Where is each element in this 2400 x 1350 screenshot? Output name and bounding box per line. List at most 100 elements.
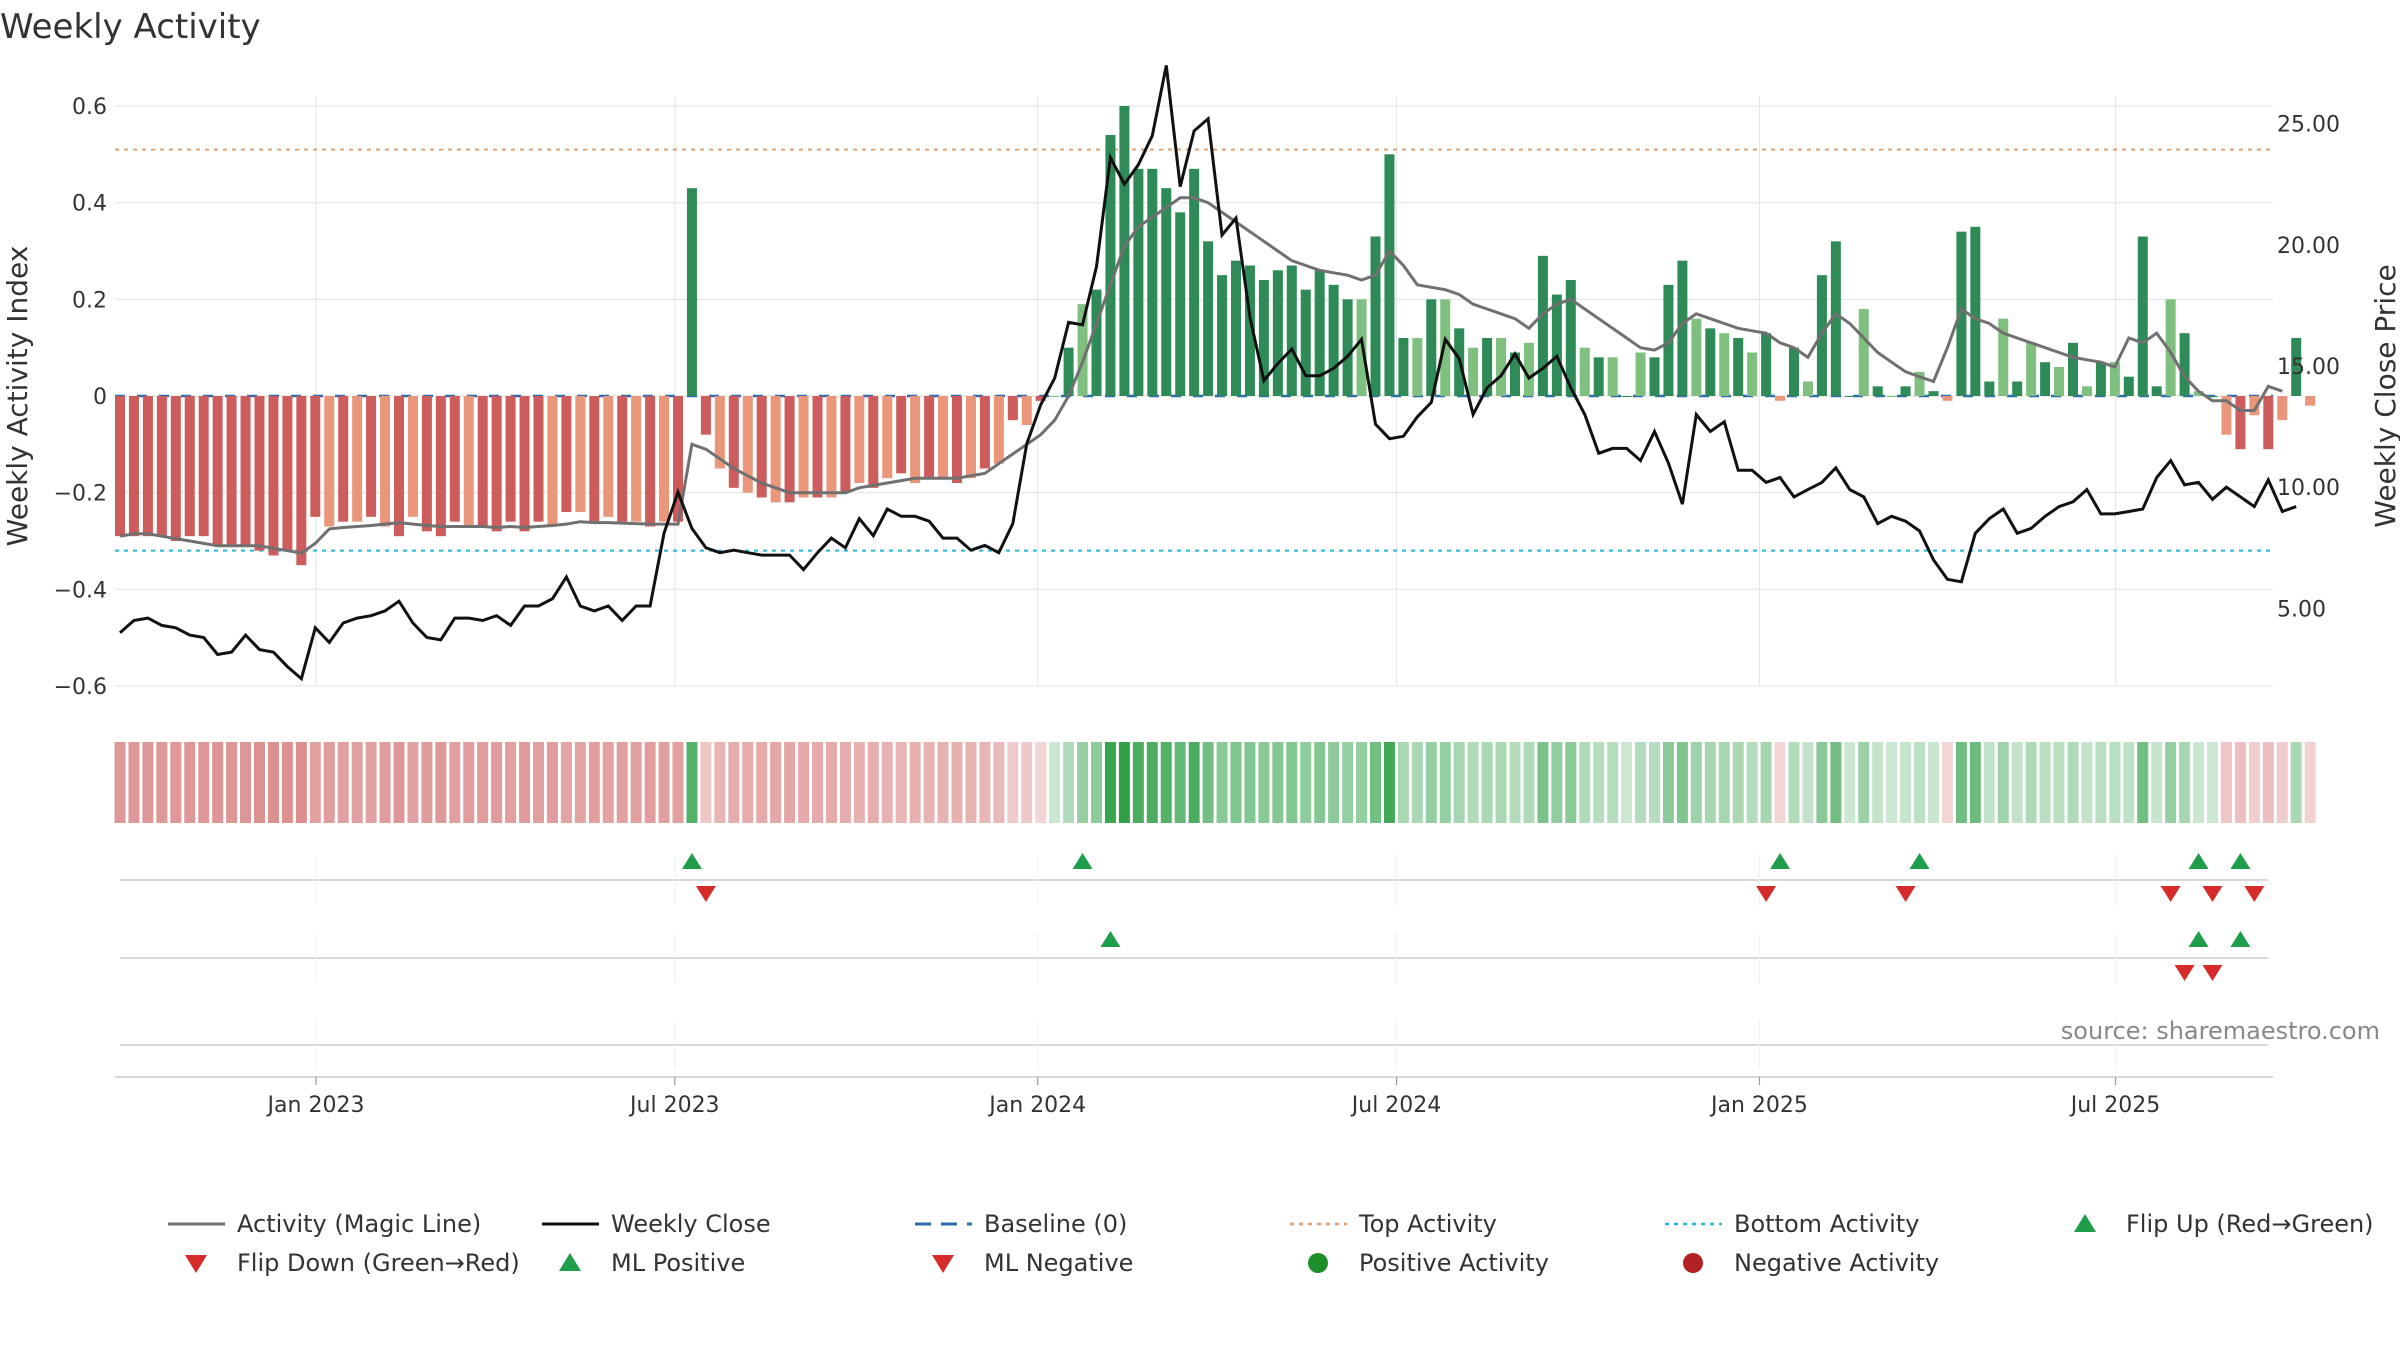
legend-swatch <box>932 1255 954 1273</box>
activity-bar <box>1691 318 1702 396</box>
ml-positive-marker <box>2188 931 2209 947</box>
ml-positive-marker <box>1100 931 1121 947</box>
activity-strip-cell <box>1035 742 1047 823</box>
activity-bar <box>784 396 795 503</box>
activity-bar <box>310 396 321 517</box>
activity-strip-cell <box>1983 742 1995 823</box>
activity-bar <box>1286 265 1297 396</box>
activity-bar <box>352 396 363 522</box>
y-left-tick-label: 0.4 <box>72 192 107 217</box>
activity-strip-cell <box>728 742 740 823</box>
activity-strip-cell <box>993 742 1005 823</box>
legend-item: Negative Activity <box>1683 1249 1939 1277</box>
legend-item: Flip Down (Green→Red) <box>185 1249 520 1277</box>
activity-bar <box>1426 299 1437 396</box>
activity-strip-cell <box>574 742 586 823</box>
activity-bar <box>212 396 223 546</box>
legend-label: Flip Up (Red→Green) <box>2126 1210 2374 1238</box>
activity-bar <box>1091 289 1102 396</box>
activity-strip-cell <box>1607 742 1619 823</box>
activity-strip-cell <box>491 742 503 823</box>
activity-strip-cell <box>1160 742 1172 823</box>
activity-strip-cell <box>867 742 879 823</box>
activity-bar <box>631 396 642 522</box>
activity-strip-cell <box>881 742 893 823</box>
activity-bar <box>519 396 530 532</box>
activity-bar <box>1133 168 1144 396</box>
activity-bar <box>812 396 823 498</box>
activity-bar <box>840 396 851 493</box>
activity-strip-cell <box>1300 742 1312 823</box>
activity-bar <box>1928 391 1939 396</box>
activity-strip-cell <box>114 742 126 823</box>
activity-strip-cell <box>2095 742 2107 823</box>
activity-strip-cell <box>2165 742 2177 823</box>
activity-strip-cell <box>825 742 837 823</box>
activity-strip-cell <box>2053 742 2065 823</box>
activity-strip-cell <box>2109 742 2121 823</box>
activity-strip-cell <box>965 742 977 823</box>
legend-item: Activity (Magic Line) <box>168 1210 481 1238</box>
activity-strip-cell <box>2304 742 2316 823</box>
activity-bar <box>1328 284 1339 396</box>
activity-strip-cell <box>2179 742 2191 823</box>
activity-strip-cell <box>1621 742 1633 823</box>
legend-swatch <box>1683 1253 1703 1273</box>
flip-down-marker <box>695 886 716 902</box>
activity-strip-cell <box>2011 742 2023 823</box>
activity-strip-cell <box>1774 742 1786 823</box>
activity-bar <box>1175 212 1186 396</box>
activity-bar <box>394 396 404 537</box>
activity-strip-cell <box>1509 742 1521 823</box>
activity-strip-cell <box>1969 742 1981 823</box>
activity-bar <box>1565 280 1576 396</box>
activity-bar <box>1272 270 1283 396</box>
activity-strip-cell <box>1481 742 1493 823</box>
activity-bar <box>2291 338 2302 396</box>
legend: Activity (Magic Line) Weekly Close Baselin… <box>168 1210 2374 1277</box>
activity-bar <box>1258 280 1269 396</box>
activity-strip-cell <box>1760 742 1772 823</box>
activity-bar <box>338 396 349 522</box>
activity-strip-cell <box>909 742 921 823</box>
activity-strip-cell <box>1188 742 1200 823</box>
activity-strip-cell <box>1007 742 1019 823</box>
y-left-tick-label: −0.6 <box>54 675 107 700</box>
activity-bar <box>2179 333 2190 396</box>
activity-bar <box>421 396 432 532</box>
activity-bar <box>1621 396 1632 397</box>
legend-item: Flip Up (Red→Green) <box>2074 1210 2374 1238</box>
activity-bar <box>128 396 139 537</box>
activity-bar <box>1802 381 1813 396</box>
y-right-axis-label: Weekly Close Price <box>2369 264 2400 527</box>
activity-bar <box>1314 270 1325 396</box>
activity-strip-cell <box>1091 742 1102 823</box>
activity-strip-cell <box>254 742 265 823</box>
activity-bar <box>435 396 446 537</box>
activity-strip-cell <box>1914 742 1926 823</box>
activity-bar <box>463 396 474 527</box>
activity-strip-cell <box>267 742 279 823</box>
activity-bar <box>1007 396 1018 421</box>
activity-strip-cell <box>2290 742 2302 823</box>
activity-strip-cell <box>602 742 614 823</box>
flip-down-marker <box>1895 886 1916 902</box>
activity-strip-cell <box>1063 742 1075 823</box>
chart-title: Weekly Activity <box>0 7 261 47</box>
legend-label: Negative Activity <box>1734 1249 1939 1277</box>
activity-bar <box>1147 168 1158 396</box>
activity-bar <box>1593 357 1604 396</box>
activity-strip-cell <box>142 742 154 823</box>
activity-strip-cell <box>1077 742 1089 823</box>
activity-bar <box>673 396 683 522</box>
activity-strip-cell <box>435 742 447 823</box>
activity-bar <box>756 396 767 498</box>
ml-negative-marker <box>2174 965 2195 981</box>
activity-strip-cell <box>463 742 475 823</box>
activity-strip-cell <box>519 742 531 823</box>
activity-strip-cell <box>1732 742 1744 823</box>
activity-strip-cell <box>1104 742 1116 823</box>
y-left-axis-label: Weekly Activity Index <box>1 246 34 547</box>
activity-bar <box>1231 260 1241 396</box>
